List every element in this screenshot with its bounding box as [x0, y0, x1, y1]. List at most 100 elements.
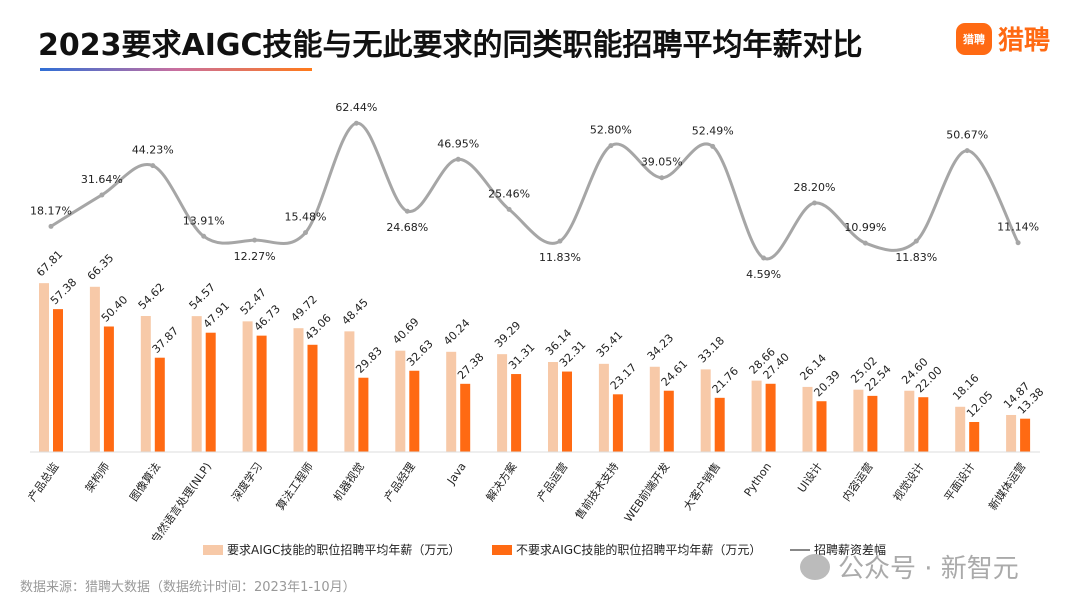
- bar-without-aigc: [103, 326, 114, 452]
- bar-label-without-aigc: 32.63: [404, 337, 435, 368]
- bar-with-aigc: [191, 316, 202, 452]
- bar-label-with-aigc: 34.23: [645, 331, 676, 362]
- gap-label: 4.59%: [746, 268, 781, 281]
- category-label: 内容运营: [839, 460, 876, 504]
- category-label: 产品运营: [534, 460, 571, 504]
- bar-label-without-aigc: 47.91: [201, 299, 232, 330]
- bar-without-aigc: [816, 401, 827, 452]
- bar-label-with-aigc: 66.35: [85, 251, 116, 282]
- gap-point: [659, 175, 665, 181]
- gap-label: 10.99%: [844, 221, 886, 234]
- category-label: 解决方案: [483, 460, 520, 504]
- category-label: 产品总监: [25, 460, 62, 504]
- gap-point: [201, 233, 207, 239]
- gap-label: 28.20%: [794, 181, 836, 194]
- bar-label-with-aigc: 40.69: [390, 315, 421, 346]
- gap-point: [252, 237, 258, 243]
- bar-label-with-aigc: 39.29: [492, 319, 523, 350]
- gap-point: [608, 143, 614, 149]
- gap-label: 25.46%: [488, 187, 530, 200]
- gap-point: [557, 238, 563, 244]
- bar-label-with-aigc: 33.18: [696, 334, 727, 365]
- logo-badge: 猎聘: [956, 22, 992, 55]
- bar-with-aigc: [548, 362, 558, 452]
- category-label: 新媒体运营: [986, 460, 1029, 513]
- gap-point: [761, 255, 767, 261]
- gap-point: [1015, 240, 1021, 246]
- category-label: 机器视觉: [330, 460, 367, 504]
- category-label: 产品经理: [381, 460, 418, 504]
- legend-swatch-with-aigc: [203, 544, 223, 555]
- legend-swatch-gap: [790, 548, 810, 551]
- bar-with-aigc: [1006, 414, 1017, 452]
- bar-label-without-aigc: 24.61: [659, 357, 690, 388]
- gap-label: 11.83%: [539, 251, 581, 264]
- bar-with-aigc: [446, 351, 457, 452]
- gap-point: [506, 206, 512, 212]
- bar-with-aigc: [904, 390, 915, 452]
- bar-without-aigc: [612, 394, 623, 452]
- category-label: Java: [444, 460, 469, 487]
- bar-with-aigc: [751, 380, 762, 452]
- bar-without-aigc: [154, 357, 165, 452]
- data-source: 数据来源：猎聘大数据（数据统计时间：2023年1-10月）: [20, 580, 356, 595]
- legend-swatch-without-aigc: [492, 544, 512, 555]
- gap-label: 15.48%: [285, 211, 327, 224]
- logo-text: 猎聘: [998, 26, 1051, 56]
- gap-point: [710, 143, 716, 149]
- bar-with-aigc: [700, 369, 711, 452]
- gap-label: 62.44%: [335, 101, 377, 114]
- category-label: 算法工程师: [273, 460, 316, 513]
- bar-without-aigc: [256, 335, 267, 452]
- bar-label-with-aigc: 48.45: [339, 296, 370, 327]
- bar-label-without-aigc: 31.31: [506, 341, 537, 372]
- gap-label: 13.91%: [183, 214, 225, 227]
- bar-with-aigc: [649, 366, 660, 452]
- bar-without-aigc: [918, 397, 929, 452]
- bar-without-aigc: [969, 421, 980, 452]
- gap-point: [913, 238, 919, 244]
- wechat-icon: [800, 553, 830, 580]
- gap-point: [150, 163, 156, 169]
- gap-point: [404, 208, 410, 214]
- category-label: 图像算法: [127, 460, 164, 504]
- gap-label: 11.83%: [895, 251, 937, 264]
- legend-label-gap: 招聘薪资差幅: [814, 543, 887, 557]
- bar-without-aigc: [867, 395, 878, 452]
- bar-with-aigc: [598, 363, 609, 452]
- bar-with-aigc: [853, 389, 864, 452]
- category-label: 架构师: [82, 460, 112, 495]
- bar-label-with-aigc: 54.62: [136, 281, 167, 312]
- gap-label: 11.14%: [997, 221, 1039, 234]
- bar-without-aigc: [307, 344, 318, 452]
- legend-item-with-aigc: 要求AIGC技能的职位招聘平均年薪（万元）: [203, 541, 460, 558]
- watermark: 公众号 · 新智元: [800, 548, 1019, 585]
- gap-line: [50, 121, 1020, 261]
- category-label: 深度学习: [228, 460, 265, 504]
- bar-with-aigc: [497, 354, 508, 452]
- bar-with-aigc: [955, 406, 966, 452]
- legend-item-gap: 招聘薪资差幅: [790, 541, 886, 558]
- bar-label-without-aigc: 23.17: [608, 361, 639, 392]
- gap-point: [455, 156, 461, 162]
- bar-without-aigc: [205, 332, 216, 452]
- bar-with-aigc: [344, 331, 355, 452]
- bar-without-aigc: [714, 397, 725, 452]
- category-label: Python: [742, 460, 775, 499]
- gap-label: 39.05%: [641, 156, 683, 169]
- bar-with-aigc: [89, 286, 100, 452]
- gap-label: 50.67%: [946, 129, 988, 142]
- category-label: 大客户销售: [680, 460, 723, 513]
- gap-label: 31.64%: [81, 173, 123, 186]
- gap-point: [303, 230, 308, 236]
- bar-label-with-aigc: 67.81: [34, 248, 65, 279]
- liepin-logo: 猎聘 猎聘: [956, 20, 1050, 57]
- bar-label-without-aigc: 57.38: [48, 276, 79, 307]
- bar-label-without-aigc: 21.76: [710, 364, 741, 395]
- gap-point: [353, 120, 359, 126]
- bar-label-with-aigc: 35.41: [594, 328, 625, 359]
- bar-without-aigc: [663, 390, 674, 452]
- legend-label-without-aigc: 不要求AIGC技能的职位招聘平均年薪（万元）: [516, 543, 762, 557]
- bar-without-aigc: [1020, 418, 1031, 452]
- category-label: UI设计: [795, 460, 825, 495]
